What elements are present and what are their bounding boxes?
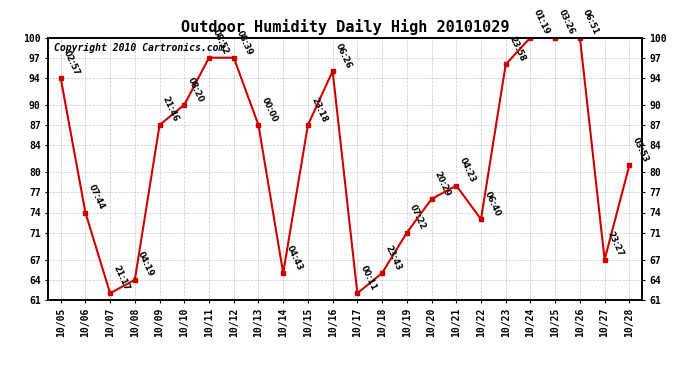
Text: 06:26: 06:26: [334, 42, 353, 70]
Text: 07:22: 07:22: [408, 203, 428, 231]
Text: 23:18: 23:18: [309, 96, 328, 124]
Text: 00:11: 00:11: [359, 264, 378, 292]
Text: 21:17: 21:17: [112, 264, 131, 292]
Text: 06:51: 06:51: [581, 8, 601, 36]
Text: 02:57: 02:57: [62, 48, 81, 76]
Text: 20:29: 20:29: [433, 170, 453, 198]
Text: 08:39: 08:39: [235, 28, 255, 56]
Text: 08:20: 08:20: [186, 76, 205, 104]
Title: Outdoor Humidity Daily High 20101029: Outdoor Humidity Daily High 20101029: [181, 19, 509, 35]
Text: 04:23: 04:23: [457, 156, 477, 184]
Text: 03:53: 03:53: [631, 136, 650, 164]
Text: 23:27: 23:27: [606, 230, 625, 258]
Text: 23:43: 23:43: [384, 244, 403, 272]
Text: 23:58: 23:58: [507, 35, 526, 63]
Text: 04:19: 04:19: [136, 251, 156, 278]
Text: 21:46: 21:46: [161, 96, 181, 124]
Text: 00:00: 00:00: [260, 96, 279, 124]
Text: 07:44: 07:44: [87, 183, 106, 211]
Text: 01:19: 01:19: [532, 8, 551, 36]
Text: 06:40: 06:40: [482, 190, 502, 218]
Text: 04:43: 04:43: [284, 244, 304, 272]
Text: 08:52: 08:52: [210, 28, 230, 56]
Text: Copyright 2010 Cartronics.com: Copyright 2010 Cartronics.com: [55, 43, 225, 53]
Text: 03:26: 03:26: [557, 8, 576, 36]
